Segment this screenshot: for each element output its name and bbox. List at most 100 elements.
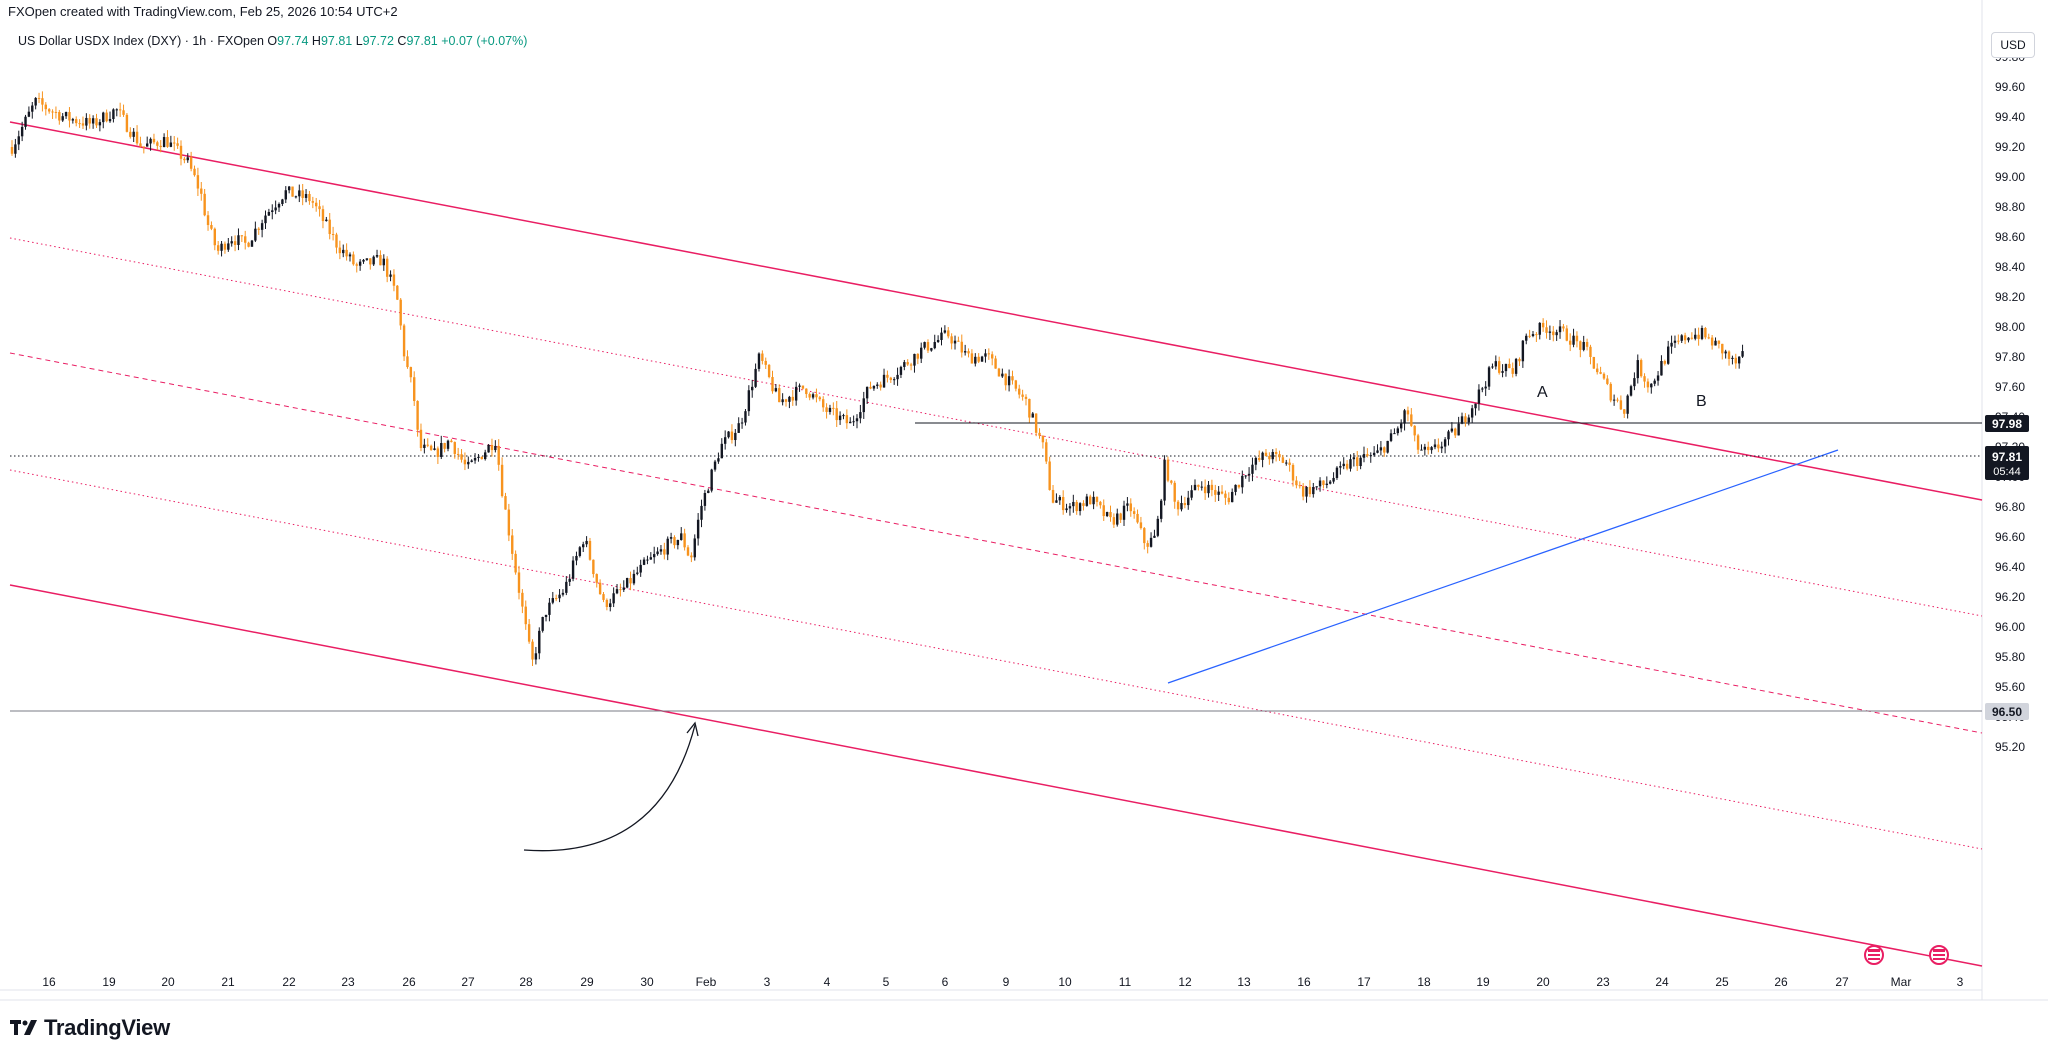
candle-body [335, 234, 338, 248]
candle-body [554, 598, 558, 600]
candle-body [433, 448, 436, 450]
price-tick-label: 96.20 [1995, 590, 2025, 604]
candle-body [1457, 423, 1460, 436]
candle-body [696, 519, 700, 539]
candle-body [774, 388, 778, 392]
candle-body [1474, 403, 1477, 409]
symbol-name[interactable]: US Dollar USDX Index (DXY) · 1h · FXOpen [18, 34, 264, 48]
candle-body [1139, 522, 1143, 529]
candle-body [886, 374, 889, 378]
candle-body [781, 399, 784, 403]
candle-body [274, 207, 277, 211]
candle-body [622, 587, 625, 590]
close-label: C [397, 34, 407, 48]
channel-upper-quarter-line [9, 237, 1983, 617]
candle-body [538, 630, 541, 654]
candle-body [1430, 447, 1433, 451]
candle-body [1200, 486, 1203, 488]
candle-body [1065, 508, 1068, 511]
candle-body [1667, 346, 1670, 364]
candle-body [855, 418, 859, 422]
candle-body [1359, 457, 1362, 467]
candle-body [392, 274, 396, 286]
candle-body [490, 444, 494, 451]
candle-body [264, 215, 267, 224]
candle-body [1626, 395, 1629, 414]
candle-body [963, 351, 967, 353]
candle-body [997, 368, 1001, 377]
candle-body [1663, 360, 1667, 364]
candle-body [1356, 457, 1359, 467]
candle-body [751, 386, 754, 391]
candle-body [1332, 477, 1335, 482]
candle-body [196, 175, 200, 189]
candle-body [845, 415, 849, 424]
candle-body [1386, 440, 1389, 453]
candle-body [257, 228, 260, 230]
high-label: H [311, 34, 321, 48]
candle-body [707, 490, 710, 493]
candle-body [1633, 378, 1636, 387]
us-flag-event-icon[interactable] [1929, 945, 1949, 965]
candle-body [1714, 340, 1717, 346]
candle-body [646, 559, 649, 561]
candle-body [575, 555, 578, 561]
candle-body [1636, 360, 1639, 379]
candle-body [1528, 335, 1531, 337]
candle-body [173, 142, 176, 144]
candle-body [61, 116, 64, 121]
high-value: 97.81 [320, 34, 353, 48]
candle-body [1443, 439, 1447, 447]
candle-body [338, 247, 342, 254]
candle-body [1531, 334, 1535, 337]
candle-body [1501, 371, 1504, 373]
candle-body [487, 444, 490, 453]
candle-body [930, 348, 933, 351]
candle-body [1342, 463, 1345, 467]
candle-body [950, 336, 953, 344]
candle-body [565, 581, 568, 593]
candle-body [1741, 351, 1744, 357]
candle-body [1389, 433, 1393, 441]
time-tick-label: 10 [1058, 975, 1072, 989]
candle-body [514, 553, 517, 573]
candle-body [250, 240, 254, 247]
candle-body [358, 261, 362, 266]
us-flag-event-icon[interactable] [1864, 945, 1884, 965]
candle-body [1487, 367, 1491, 387]
candle-body [1048, 461, 1051, 490]
candle-body [612, 593, 615, 604]
candle-body [95, 118, 98, 126]
candle-body [51, 111, 54, 113]
candle-body [1247, 473, 1251, 476]
candle-body [125, 114, 129, 132]
time-tick-label: 19 [102, 975, 116, 989]
candle-body [88, 117, 91, 124]
candle-body [267, 211, 271, 216]
candle-body [636, 572, 639, 574]
candle-body [632, 573, 636, 584]
candle-body [1224, 493, 1227, 498]
candle-body [625, 578, 629, 588]
candle-body [1312, 486, 1315, 495]
candle-body [1024, 396, 1028, 399]
tradingview-logo[interactable]: TradingView [10, 1015, 170, 1041]
candle-body [365, 258, 369, 260]
candle-body [639, 564, 642, 573]
candle-body [112, 109, 115, 120]
price-tick-label: 97.60 [1995, 380, 2025, 394]
candle-body [396, 285, 399, 300]
candle-body [1555, 332, 1558, 336]
candle-body [872, 385, 876, 389]
candle-body [615, 589, 619, 594]
candle-body [598, 582, 602, 595]
candle-body [1230, 491, 1234, 503]
candle-body [382, 258, 385, 266]
price-tick-label: 99.40 [1995, 110, 2025, 124]
candle-body [811, 394, 815, 398]
candle-body [1261, 452, 1264, 460]
candle-body [926, 342, 930, 351]
currency-button[interactable]: USD [1991, 32, 2035, 58]
candle-body [923, 342, 926, 348]
